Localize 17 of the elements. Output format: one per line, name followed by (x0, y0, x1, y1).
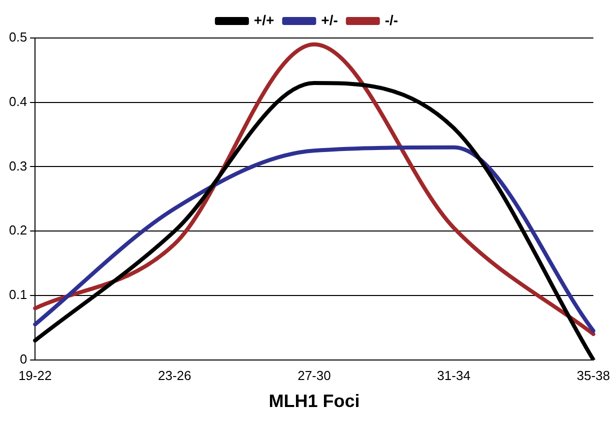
legend-label: -/- (384, 12, 398, 28)
legend-label: +/+ (254, 12, 274, 28)
y-tick-label: 0.1 (8, 287, 28, 302)
y-tick-label: 0.5 (8, 30, 28, 45)
y-tick-label: 0 (20, 351, 28, 366)
x-axis-title: MLH1 Foci (268, 391, 360, 412)
x-tick-label: 23-26 (158, 368, 192, 384)
y-tick-label: 0.4 (8, 94, 28, 109)
x-tick-label: 35-38 (576, 368, 610, 384)
x-tick-label: 27-30 (298, 368, 331, 384)
legend-label: +/- (321, 12, 338, 28)
y-tick-label: 0.2 (8, 222, 28, 238)
x-tick-label: 31-34 (437, 368, 470, 384)
x-tick-label: 19-22 (18, 368, 52, 384)
line-series (33, 145, 596, 333)
line-series (33, 42, 596, 336)
y-tick-label: 0.3 (8, 158, 28, 174)
